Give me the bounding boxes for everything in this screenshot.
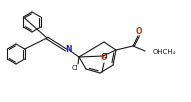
Text: O: O — [136, 28, 142, 37]
Text: N: N — [65, 45, 71, 54]
Text: Cl: Cl — [102, 53, 108, 59]
Text: Cl: Cl — [72, 65, 78, 71]
Text: OHCH₄: OHCH₄ — [153, 49, 176, 55]
Text: O: O — [101, 53, 107, 62]
